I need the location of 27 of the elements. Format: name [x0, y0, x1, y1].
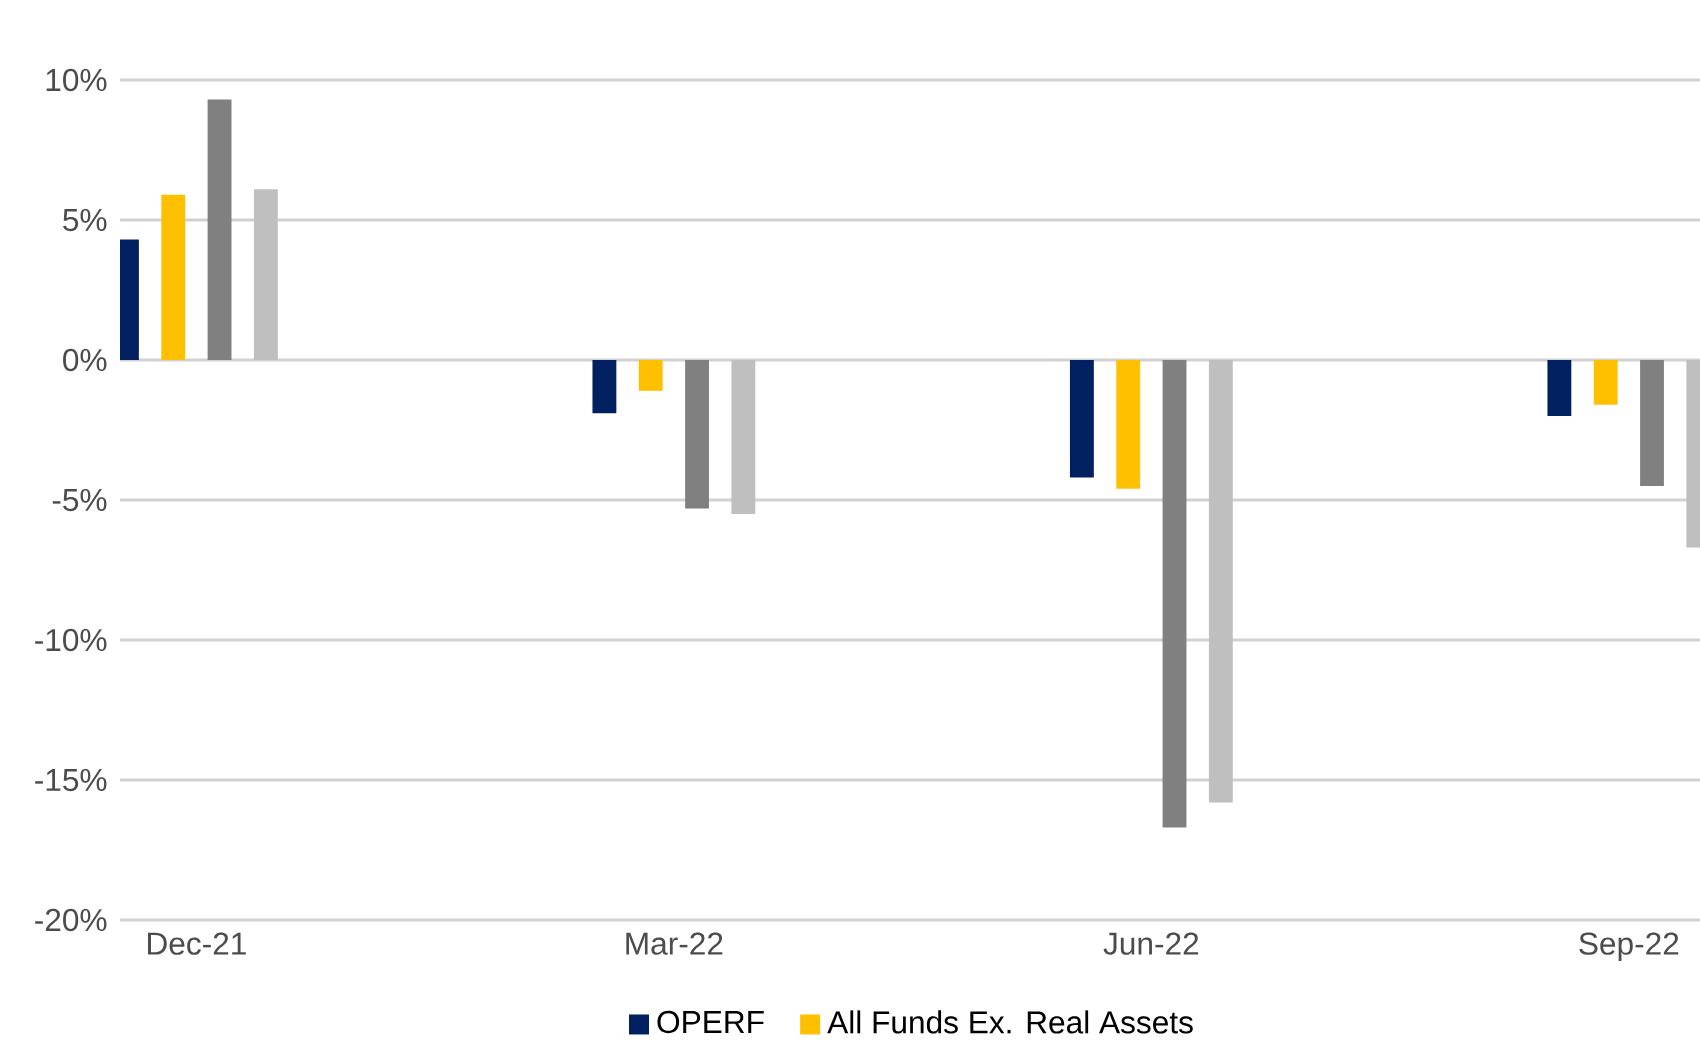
y-tick-label: -15% [35, 768, 107, 792]
legend-label: All Funds Ex. Real Assets [827, 1010, 1193, 1034]
bar [1116, 360, 1141, 489]
legend-label: OPERF [657, 1010, 764, 1034]
bar [1593, 360, 1618, 405]
y-tick-label: -20% [35, 908, 107, 932]
x-tick-label: Sep-22 [1579, 932, 1679, 962]
bar [638, 360, 663, 391]
bar [1162, 360, 1187, 828]
bar [1208, 360, 1233, 803]
y-tick-label: -5% [52, 488, 107, 512]
bar [207, 99, 232, 361]
x-tick-label: Jun-22 [1103, 932, 1199, 955]
bar [1547, 360, 1572, 417]
bar [1069, 360, 1094, 478]
bar [253, 189, 278, 361]
y-tick-label: 10% [46, 68, 107, 92]
bar [161, 194, 186, 361]
bar [1640, 360, 1664, 487]
bar [731, 360, 756, 515]
bar [685, 360, 709, 509]
bar [592, 360, 617, 414]
y-tick-label: 0% [63, 348, 107, 372]
x-tick-label: Mar-22 [626, 932, 723, 955]
y-tick-label: 5% [63, 208, 107, 232]
x-tick-label: Dec-21 [148, 932, 246, 955]
y-tick-label: -10% [35, 628, 107, 652]
